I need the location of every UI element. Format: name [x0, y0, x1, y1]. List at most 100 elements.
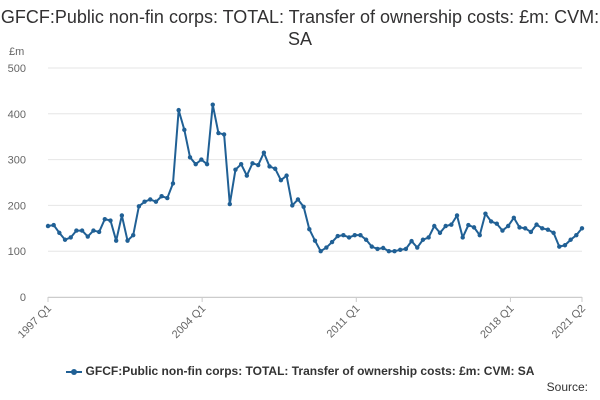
data-point[interactable] — [170, 181, 176, 186]
data-point[interactable] — [517, 225, 522, 230]
data-point[interactable] — [477, 232, 482, 238]
data-point[interactable] — [557, 244, 562, 249]
data-point[interactable] — [153, 199, 159, 204]
data-point[interactable] — [574, 232, 579, 238]
data-point[interactable] — [45, 223, 51, 229]
data-point[interactable] — [483, 211, 488, 216]
data-point[interactable] — [443, 223, 448, 229]
data-point[interactable] — [545, 227, 551, 232]
data-point[interactable] — [210, 102, 215, 107]
data-point[interactable] — [250, 161, 255, 166]
data-point[interactable] — [471, 225, 477, 230]
data-point[interactable] — [380, 245, 386, 251]
data-point[interactable] — [307, 227, 312, 232]
data-point[interactable] — [113, 238, 119, 243]
data-point[interactable] — [57, 230, 62, 236]
data-point[interactable] — [193, 161, 198, 167]
data-point[interactable] — [534, 222, 539, 227]
data-point[interactable] — [216, 130, 221, 136]
data-point[interactable] — [329, 239, 335, 245]
data-point[interactable] — [551, 230, 556, 236]
data-point[interactable] — [74, 228, 79, 233]
data-point[interactable] — [341, 232, 346, 238]
data-point[interactable] — [568, 237, 573, 242]
data-point[interactable] — [79, 228, 85, 233]
data-point[interactable] — [352, 232, 357, 238]
data-point[interactable] — [125, 238, 130, 243]
data-point[interactable] — [403, 246, 409, 252]
data-point[interactable] — [449, 222, 454, 227]
data-point[interactable] — [85, 234, 90, 239]
data-point[interactable] — [199, 157, 204, 162]
data-point[interactable] — [409, 238, 414, 244]
data-point[interactable] — [437, 230, 443, 236]
data-point[interactable] — [131, 232, 136, 238]
data-point[interactable] — [62, 237, 68, 242]
data-point[interactable] — [301, 204, 306, 209]
data-point[interactable] — [335, 233, 340, 239]
data-point[interactable] — [511, 215, 517, 220]
data-point[interactable] — [290, 203, 295, 208]
data-point[interactable] — [324, 245, 329, 250]
data-point[interactable] — [500, 228, 505, 233]
legend-label: GFCF:Public non-fin corps: TOTAL: Transf… — [85, 364, 535, 378]
data-point[interactable] — [182, 127, 187, 133]
data-point[interactable] — [233, 167, 238, 172]
data-point[interactable] — [278, 178, 284, 183]
data-point[interactable] — [540, 226, 545, 231]
data-point[interactable] — [346, 235, 352, 240]
data-point[interactable] — [68, 235, 73, 240]
data-point[interactable] — [375, 246, 380, 252]
data-point[interactable] — [261, 150, 267, 155]
data-point[interactable] — [295, 197, 301, 202]
data-point[interactable] — [579, 226, 585, 231]
data-point[interactable] — [176, 107, 181, 113]
data-point[interactable] — [528, 229, 534, 235]
data-point[interactable] — [505, 223, 511, 229]
data-point[interactable] — [488, 219, 494, 224]
data-point[interactable] — [238, 161, 244, 167]
data-point[interactable] — [96, 229, 102, 235]
data-point[interactable] — [102, 216, 108, 222]
legend[interactable]: GFCF:Public non-fin corps: TOTAL: Transf… — [0, 364, 600, 378]
data-point[interactable] — [386, 249, 392, 254]
data-point[interactable] — [136, 204, 142, 209]
data-point[interactable] — [494, 221, 499, 226]
data-point[interactable] — [119, 213, 125, 218]
data-point[interactable] — [420, 237, 426, 242]
data-point[interactable] — [318, 249, 323, 254]
data-point[interactable] — [165, 195, 170, 201]
data-point[interactable] — [204, 161, 210, 167]
data-point[interactable] — [148, 197, 153, 202]
data-point[interactable] — [227, 201, 232, 207]
y-tick-label: 200 — [8, 200, 26, 212]
data-point[interactable] — [187, 155, 193, 160]
data-point[interactable] — [142, 199, 147, 204]
data-point[interactable] — [244, 173, 250, 178]
data-point[interactable] — [369, 244, 375, 249]
data-point[interactable] — [392, 249, 397, 254]
data-point[interactable] — [273, 166, 278, 171]
data-point[interactable] — [398, 247, 403, 253]
data-point[interactable] — [522, 226, 528, 231]
data-point[interactable] — [312, 238, 318, 243]
y-tick-label: 100 — [8, 246, 26, 258]
data-point[interactable] — [460, 235, 465, 240]
data-point[interactable] — [466, 222, 471, 228]
data-point[interactable] — [363, 237, 369, 242]
data-point[interactable] — [562, 243, 568, 248]
data-point[interactable] — [108, 218, 113, 223]
data-point[interactable] — [91, 228, 96, 233]
data-point[interactable] — [267, 164, 272, 169]
data-point[interactable] — [284, 173, 289, 178]
data-point[interactable] — [358, 232, 363, 238]
data-point[interactable] — [159, 194, 164, 199]
data-point[interactable] — [51, 222, 56, 228]
data-point[interactable] — [454, 213, 460, 218]
data-point[interactable] — [255, 162, 261, 168]
data-point[interactable] — [221, 132, 227, 137]
data-point[interactable] — [426, 235, 431, 240]
data-point[interactable] — [415, 245, 420, 250]
y-tick-label: 0 — [20, 292, 26, 304]
data-point[interactable] — [432, 223, 437, 229]
